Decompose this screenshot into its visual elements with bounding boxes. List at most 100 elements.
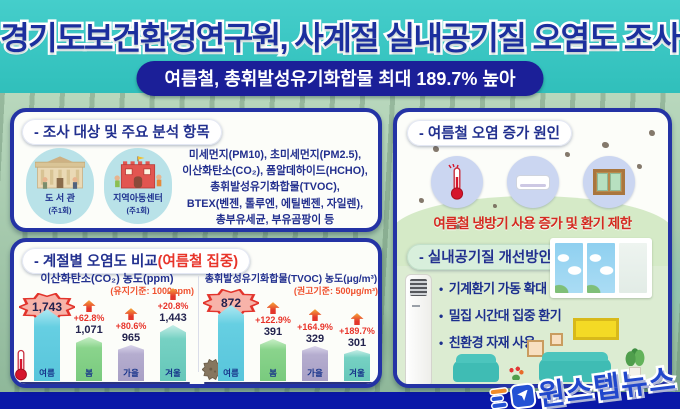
tvoc-fall-column: +164.9% 329 가을 bbox=[297, 309, 333, 381]
air-conditioner-icon bbox=[515, 174, 550, 190]
co2-bar-fall: 가을 bbox=[118, 345, 144, 381]
improvement-list: • 기계환기 가동 확대 • 밀집 시간대 집중 환기 • 친환경 자재 사용 bbox=[439, 278, 639, 359]
tvoc-spring-column: +122.9% 391 봄 bbox=[255, 302, 291, 381]
wall-small-frame bbox=[527, 340, 544, 357]
watermark-speed-lines-icon bbox=[490, 388, 508, 409]
co2-spring-pct: +62.8% bbox=[73, 313, 105, 324]
sofa bbox=[453, 354, 499, 382]
window-pane bbox=[555, 243, 583, 293]
analytes-line: 이산화탄소(CO₂), 폼알데하이드(HCHO), bbox=[182, 165, 368, 178]
co2-fall-value: 965 bbox=[121, 332, 141, 345]
cause-panel-title: - 여름철 오염 증가 원인 bbox=[407, 120, 573, 146]
increase-arrow-icon bbox=[166, 288, 180, 301]
watermark-logo-icon bbox=[510, 383, 535, 408]
tvoc-winter-value: 301 bbox=[347, 337, 367, 350]
subtitle-banner: 여름철, 총휘발성유기화합물 최대 189.7% 높아 bbox=[136, 61, 544, 96]
analytes-list: 미세먼지(PM10), 초미세먼지(PM2.5), 이산화탄소(CO₂), 폼알… bbox=[178, 144, 372, 228]
standing-air-conditioner bbox=[405, 274, 432, 384]
wall-picture-frame bbox=[573, 318, 619, 340]
improvement-panel-title: - 실내공기질 개선방안 bbox=[407, 244, 564, 270]
co2-spring-column: +62.8% 1,071 봄 bbox=[72, 300, 106, 381]
tvoc-bar-summer: 여름 bbox=[218, 305, 244, 381]
air-conditioner-circle bbox=[506, 156, 559, 208]
window-pane bbox=[587, 243, 615, 293]
tvoc-x-axis bbox=[204, 381, 374, 384]
co2-fall-column: +80.6% 965 가을 bbox=[114, 308, 148, 381]
improvement-item: • 기계환기 가동 확대 bbox=[439, 281, 547, 296]
analytes-line: 총휘발성유기화합물(TVOC), bbox=[210, 181, 340, 194]
increase-arrow-icon bbox=[124, 308, 138, 321]
tvoc-winter-pct: +189.7% bbox=[339, 326, 375, 337]
sofa bbox=[539, 352, 611, 382]
increase-arrow-icon bbox=[266, 302, 280, 315]
tvoc-chart: 총휘발성유기화합물(TVOC) 농도(μg/m³) (권고기준: 500μg/m… bbox=[202, 270, 378, 384]
survey-content: 도 서 관 (주1회) bbox=[20, 144, 372, 228]
co2-fall-pct: +80.6% bbox=[115, 321, 147, 332]
potted-plant bbox=[624, 348, 646, 378]
analytes-line: 미세먼지(PM10), 초미세먼지(PM2.5), bbox=[188, 149, 362, 161]
header-band: 경기도보건환경연구원, 사계절 실내공기질 오염도 조사 bbox=[0, 0, 680, 93]
co2-bar-spring: 봄 bbox=[76, 337, 102, 381]
improvement-item: • 친환경 자재 사용 bbox=[439, 335, 536, 350]
cause-message: 여름철 냉방기 사용 증가 및 환기 제한 bbox=[433, 216, 632, 231]
tvoc-bar-spring: 봄 bbox=[260, 339, 286, 381]
children-center-building-icon bbox=[114, 156, 162, 189]
tvoc-fall-pct: +164.9% bbox=[297, 322, 333, 333]
tvoc-plot-area: 872 여름 +122.9% 391 봄 +164.9% bbox=[202, 286, 378, 384]
seasonal-comparison-panel: - 계절별 오염도 비교(여름철 집중) 이산화탄소(CO₂) 농도(ppm) … bbox=[10, 238, 382, 388]
chart-divider bbox=[198, 276, 199, 372]
summer-cause-and-improvement-panel: - 여름철 오염 증가 원인 여름철 냉방기 사용 증가 및 환기 제한 bbox=[393, 108, 672, 388]
site-library-label: 도 서 관 bbox=[45, 193, 75, 203]
co2-summer-column: 1,743 여름 bbox=[19, 293, 75, 381]
tvoc-summer-value-badge: 872 bbox=[203, 289, 259, 317]
thermometer-icon bbox=[447, 164, 463, 200]
co2-chart-title: 이산화탄소(CO₂) 농도(ppm) bbox=[40, 273, 174, 285]
germ-icon bbox=[202, 359, 223, 380]
tvoc-chart-guideline: (권고기준: 500μg/m³) bbox=[293, 286, 378, 296]
co2-bar-summer: 여름 bbox=[34, 309, 60, 381]
comparison-title-highlight: (여름철 집중) bbox=[157, 254, 239, 270]
increase-arrow-icon bbox=[308, 309, 322, 322]
tvoc-summer-value: 872 bbox=[220, 296, 242, 310]
wall-small-frame bbox=[550, 333, 563, 346]
co2-plot-area: 1,743 여름 +62.8% 1,071 봄 +80.6% bbox=[15, 286, 196, 384]
site-children-center-frequency: (주1회) bbox=[126, 206, 150, 215]
tvoc-spring-value: 391 bbox=[263, 326, 283, 339]
survey-sites: 도 서 관 (주1회) bbox=[20, 144, 178, 224]
cause-icons-row bbox=[397, 156, 668, 208]
co2-winter-pct: +20.8% bbox=[157, 301, 189, 312]
thermometer-circle bbox=[430, 156, 483, 208]
room-window bbox=[550, 238, 652, 298]
co2-spring-value: 1,071 bbox=[75, 324, 103, 337]
tvoc-winter-column: +189.7% 301 겨울 bbox=[339, 313, 375, 381]
thermometer-icon bbox=[15, 349, 27, 381]
window-circle bbox=[582, 156, 635, 208]
tvoc-summer-column: 872 여름 bbox=[203, 289, 259, 381]
co2-winter-column: +20.8% 1,443 겨울 bbox=[156, 288, 190, 381]
improvement-item: • 밀집 시간대 집중 환기 bbox=[439, 308, 562, 323]
site-library: 도 서 관 (주1회) bbox=[26, 148, 94, 224]
page-title: 경기도보건환경연구원, 사계절 실내공기질 오염도 조사 bbox=[0, 18, 680, 59]
analytes-line: BTEX(벤젠, 톨루엔, 에틸벤젠, 자일렌), bbox=[186, 197, 364, 210]
co2-bar-winter: 겨울 bbox=[160, 325, 186, 381]
site-library-frequency: (주1회) bbox=[48, 206, 72, 215]
site-children-center-label: 지역아동센터 bbox=[113, 193, 163, 203]
window-icon bbox=[592, 169, 625, 195]
tvoc-fall-value: 329 bbox=[305, 333, 325, 346]
increase-arrow-icon bbox=[82, 300, 96, 313]
survey-targets-panel: - 조사 대상 및 주요 분석 항목 bbox=[10, 108, 382, 232]
tvoc-chart-title: 총휘발성유기화합물(TVOC) 농도(μg/m³) bbox=[204, 274, 378, 285]
co2-winter-value: 1,443 bbox=[159, 312, 187, 325]
flower-vase bbox=[507, 366, 525, 380]
comparison-panel-title: - 계절별 오염도 비교(여름철 집중) bbox=[22, 248, 251, 274]
survey-panel-title: - 조사 대상 및 주요 분석 항목 bbox=[22, 119, 222, 145]
increase-arrow-icon bbox=[350, 313, 364, 326]
tvoc-bar-winter: 겨울 bbox=[344, 350, 370, 381]
analytes-line: 총부유세균, 부유곰팡이 등 bbox=[215, 213, 335, 226]
library-building-icon bbox=[35, 156, 85, 189]
co2-summer-value: 1,743 bbox=[31, 300, 63, 314]
co2-chart-guideline: (유지기준: 1000ppm) bbox=[110, 286, 194, 296]
bottom-navy-band bbox=[0, 392, 680, 409]
site-children-center: 지역아동센터 (주1회) bbox=[104, 148, 172, 224]
